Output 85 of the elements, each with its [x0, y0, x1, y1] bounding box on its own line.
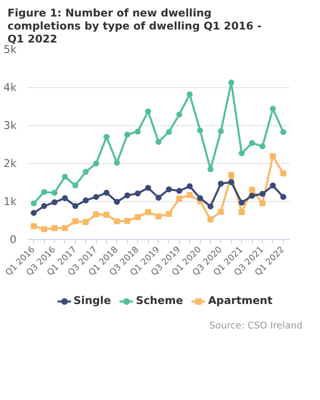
point [30, 223, 37, 230]
point [166, 186, 172, 192]
point [62, 174, 68, 180]
point [124, 132, 130, 138]
point [82, 219, 89, 226]
point [218, 128, 224, 134]
point [41, 226, 48, 232]
point [145, 209, 152, 216]
point [93, 160, 100, 166]
point [30, 210, 37, 216]
point [207, 216, 214, 222]
point [197, 127, 204, 134]
point [249, 140, 256, 146]
point [114, 160, 120, 166]
point [156, 138, 162, 145]
point [238, 150, 245, 156]
point [207, 166, 214, 172]
point [270, 153, 276, 160]
point [104, 190, 110, 196]
point [145, 184, 152, 191]
point [134, 128, 141, 135]
point [280, 170, 286, 176]
point [280, 194, 286, 200]
point [186, 183, 193, 190]
legend-label: Apartment [208, 294, 272, 307]
point [72, 182, 78, 189]
point [104, 134, 110, 140]
legend-label: Scheme [136, 294, 184, 307]
point [186, 91, 193, 98]
point [62, 195, 68, 202]
point [134, 214, 141, 220]
point [104, 212, 110, 218]
point [207, 203, 214, 210]
point [249, 186, 256, 193]
point [238, 200, 245, 206]
point [62, 225, 68, 232]
point [114, 198, 120, 205]
point [166, 211, 172, 218]
y-tick-label: 5k [4, 43, 18, 56]
point [270, 106, 276, 112]
point [238, 209, 245, 216]
point [228, 172, 234, 178]
point [249, 192, 256, 199]
point [52, 190, 58, 196]
point [30, 200, 37, 206]
point [259, 190, 266, 197]
point [166, 128, 172, 135]
point [145, 108, 152, 114]
point [72, 218, 78, 224]
point [197, 195, 204, 202]
point [41, 203, 48, 210]
point [156, 213, 162, 220]
point [228, 179, 234, 186]
point [82, 197, 89, 204]
point [41, 189, 48, 195]
point [228, 80, 234, 86]
point [259, 143, 266, 150]
point [72, 203, 78, 210]
y-tick-label: 3k [4, 119, 18, 132]
point [114, 218, 120, 224]
point [93, 211, 100, 218]
legend-label: Single [74, 294, 111, 307]
point [134, 190, 141, 197]
y-tick-label: 2k [4, 157, 18, 170]
y-tick-label: 0 [10, 233, 17, 246]
point [124, 192, 130, 198]
point [280, 128, 286, 135]
point [93, 194, 100, 200]
point [218, 208, 224, 215]
point [176, 111, 182, 118]
y-tick-label: 4k [4, 81, 18, 94]
point [52, 225, 58, 232]
point [52, 199, 58, 206]
point [176, 188, 182, 194]
point [82, 168, 89, 175]
point [270, 182, 276, 189]
point [124, 218, 130, 224]
chart-title: Figure 1: Number of new dwelling completions by type of dwelling Q1 2016 - Q1 2022 [8, 6, 262, 46]
point [176, 195, 182, 202]
point [156, 194, 162, 201]
source-note: Source: CSO Ireland [209, 320, 303, 332]
point [218, 180, 224, 187]
y-tick-label: 1k [4, 195, 18, 208]
point [186, 192, 193, 198]
point [259, 200, 266, 206]
